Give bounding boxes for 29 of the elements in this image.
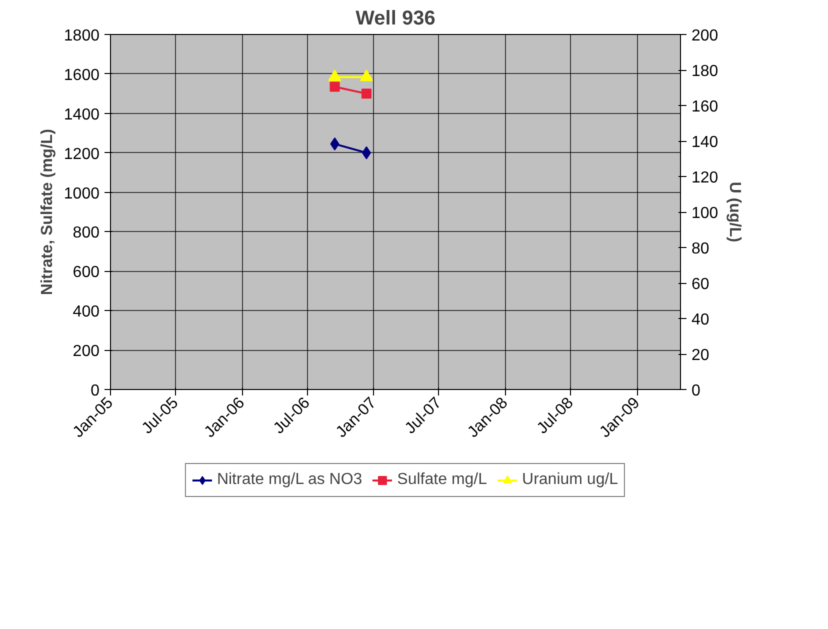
point bbox=[330, 82, 340, 92]
y-tick-label: 1600 bbox=[64, 66, 100, 84]
y2-tick-label: 180 bbox=[692, 63, 718, 80]
y-tick-label: 200 bbox=[72, 343, 100, 360]
y-tick-label: 0 bbox=[90, 382, 100, 400]
y2-tick-label: 20 bbox=[692, 347, 710, 364]
legend-label: Nitrate mg/L as NO3 bbox=[216, 471, 362, 489]
y-tick-label: 1000 bbox=[64, 185, 100, 202]
y-tick-label: 1200 bbox=[64, 146, 100, 163]
y-tick-label: 1400 bbox=[64, 106, 100, 124]
chart-title: Well 936 bbox=[356, 8, 436, 30]
y2-tick-label: 60 bbox=[692, 276, 710, 293]
y2-tick-label: 0 bbox=[692, 382, 700, 400]
point bbox=[361, 88, 372, 99]
y2-tick-label: 80 bbox=[692, 240, 710, 258]
y2-tick-label: 100 bbox=[692, 205, 718, 222]
y-tick-label: 1800 bbox=[64, 28, 100, 44]
legend-label: Uranium ug/L bbox=[522, 471, 618, 489]
y2-tick-label: 40 bbox=[692, 312, 710, 328]
y2-tick-label: 160 bbox=[692, 98, 718, 116]
y-axis-title: Nitrate, Sulfate (mg/L) bbox=[38, 128, 56, 296]
y2-tick-label: 200 bbox=[692, 28, 718, 44]
y-tick-label: 600 bbox=[72, 264, 100, 282]
y-tick-label: 400 bbox=[72, 304, 100, 321]
y2-axis-title: U (ug/L) bbox=[726, 182, 744, 242]
y2-tick-label: 140 bbox=[692, 134, 718, 151]
legend-label: Sulfate mg/L bbox=[397, 471, 488, 489]
y-tick-label: 800 bbox=[72, 224, 100, 242]
y2-tick-label: 120 bbox=[692, 170, 718, 186]
